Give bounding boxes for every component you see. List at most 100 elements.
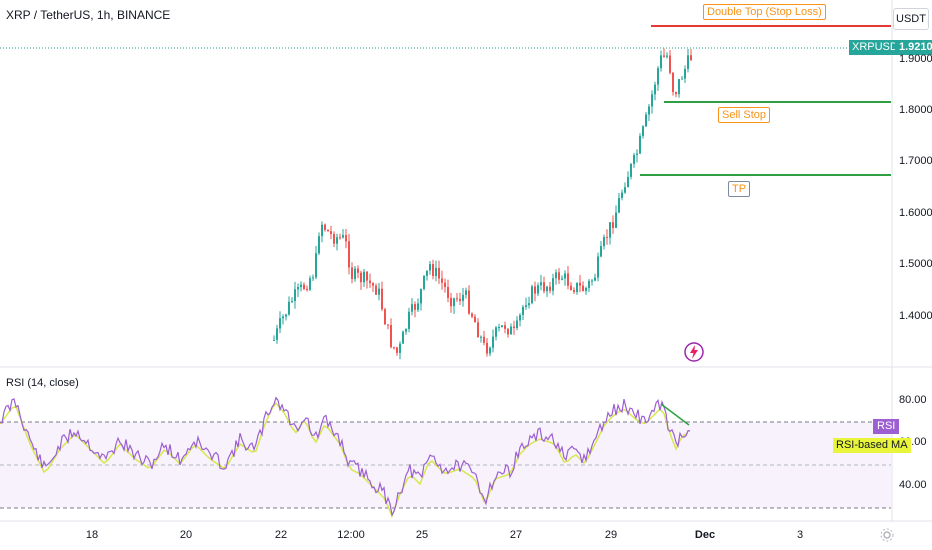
candle-body [636,153,638,155]
candle-body [435,267,437,276]
candle-body [426,270,428,276]
candlestick-series[interactable] [273,48,692,360]
candle-body [402,331,404,344]
candle-body [351,267,353,279]
candle-body [543,282,545,292]
time-label: Dec [694,529,716,541]
candle-body [387,324,389,326]
candle-body [498,327,500,329]
time-label: 27 [509,529,523,541]
candle-body [462,294,464,301]
double-top-annotation[interactable]: Double Top (Stop Loss) [703,4,826,20]
candle-body [609,222,611,238]
candle-body [567,273,569,286]
candle-body [330,231,332,234]
candle-body [561,278,563,280]
candle-body [357,268,359,273]
rsi-divergence-line[interactable] [660,403,690,426]
candle-body [621,192,623,198]
price-label: 1.8000 [899,104,932,116]
candle-body [285,314,287,317]
candle-body [570,285,572,290]
candle-body [633,154,635,164]
candle-body [480,336,482,338]
candle-body [501,325,503,328]
candle-body [660,55,662,69]
candle-body [327,229,329,232]
candle-body [375,285,377,295]
candle-body [615,212,617,228]
candle-body [504,325,506,329]
candle-body [399,343,401,353]
candle-body [495,327,497,337]
tp-annotation[interactable]: TP [728,181,751,197]
candle-body [333,233,335,244]
price-label: 1.5000 [899,258,932,270]
candle-body [321,224,323,237]
candle-body [519,315,521,321]
candle-body [678,79,680,95]
candle-body [531,286,533,304]
candle-body [297,287,299,290]
candle-body [336,237,338,244]
candle-body [339,237,341,239]
candle-body [603,236,605,247]
candle-body [465,290,467,295]
candle-body [318,236,320,254]
currency-button[interactable]: USDT [893,8,929,30]
candle-body [378,288,380,295]
candle-body [423,275,425,290]
candle-body [345,235,347,242]
symbol-price-tag: XRPUSDT [849,40,908,55]
candle-body [483,336,485,343]
candle-body [600,246,602,257]
candle-body [438,267,440,279]
candle-body [681,78,683,80]
candle-body [585,287,587,292]
candle-body [447,286,449,298]
time-label: 25 [415,529,429,541]
candle-body [390,324,392,348]
rsi-scale-label: 40.00 [899,479,927,491]
candle-body [291,300,293,302]
settings-gear-icon[interactable] [880,528,894,542]
rsi-ma-badge: RSI-based MA [833,438,911,453]
time-label: 18 [85,529,99,541]
candle-body [654,84,656,95]
candle-body [381,288,383,310]
candle-body [618,197,620,213]
candle-body [282,316,284,319]
candle-body [582,285,584,292]
candle-body [393,347,395,349]
candle-body [306,288,308,290]
candle-body [510,326,512,335]
rsi-indicator-title[interactable]: RSI (14, close) [6,377,79,389]
candle-body [459,298,461,301]
candle-body [474,316,476,323]
candle-body [669,55,671,73]
candle-body [384,309,386,325]
candle-body [288,301,290,315]
time-label: 22 [274,529,288,541]
candle-body [324,224,326,230]
candle-body [672,72,674,92]
candle-body [591,280,593,282]
candle-body [441,278,443,283]
symbol-title[interactable]: XRP / TetherUS, 1h, BINANCE [6,8,171,22]
sell-stop-annotation[interactable]: Sell Stop [718,107,771,123]
candle-body [432,264,434,276]
candle-body [273,339,275,341]
candle-body [360,272,362,283]
candle-body [411,304,413,312]
candle-body [309,278,311,290]
candle-body [420,289,422,304]
candle-body [663,55,665,57]
lightning-bolt-icon[interactable] [683,341,705,363]
candle-body [444,282,446,287]
candle-body [558,272,560,280]
candle-body [513,326,515,329]
candle-body [606,236,608,238]
candle-body [453,298,455,307]
price-label: 1.7000 [899,155,932,167]
